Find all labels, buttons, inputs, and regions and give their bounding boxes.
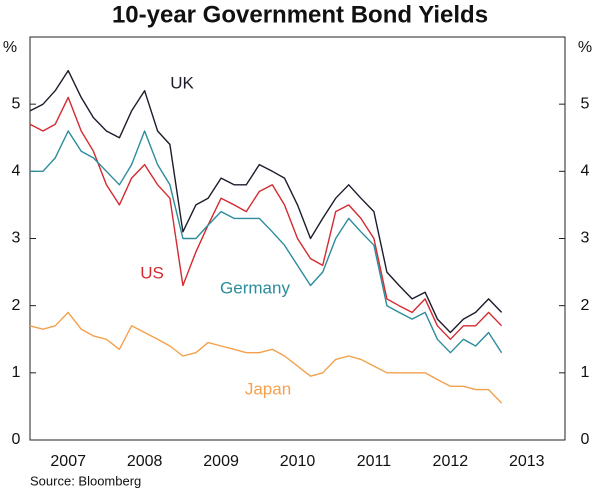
y2-tick-label: 1 [581,364,590,381]
y-tick-label: 5 [12,95,21,112]
y-axis-unit: % [3,39,17,56]
y2-tick-label: 2 [581,297,590,314]
y2-axis-unit: % [578,39,592,56]
x-tick-label: 2012 [433,453,469,470]
series-line [29,69,503,334]
series-line [30,130,503,354]
y-tick-label: 4 [12,163,21,180]
series-label: Japan [245,379,291,398]
chart-title: 10-year Government Bond Yields [112,1,488,28]
y2-tick-label: 4 [581,163,590,180]
series-label: Germany [220,278,290,297]
x-tick-label: 2009 [203,453,239,470]
y-tick-label: 2 [12,297,21,314]
x-tick-label: 2011 [357,453,392,470]
x-tick-label: 2010 [280,453,316,470]
y2-tick-label: 3 [581,230,590,247]
y2-tick-label: 0 [581,431,590,448]
y-tick-label: 3 [12,230,21,247]
series-line [29,311,503,404]
series-label: UK [170,73,194,92]
series-label: US [140,263,164,282]
x-tick-label: 2008 [127,453,163,470]
x-tick-label: 2007 [50,453,86,470]
y-tick-label: 1 [12,364,21,381]
source-note: Source: Bloomberg [30,473,141,488]
y2-tick-label: 5 [581,95,590,112]
x-tick-label: 2013 [509,453,545,470]
y-tick-label: 0 [12,431,21,448]
series-line [29,96,503,340]
